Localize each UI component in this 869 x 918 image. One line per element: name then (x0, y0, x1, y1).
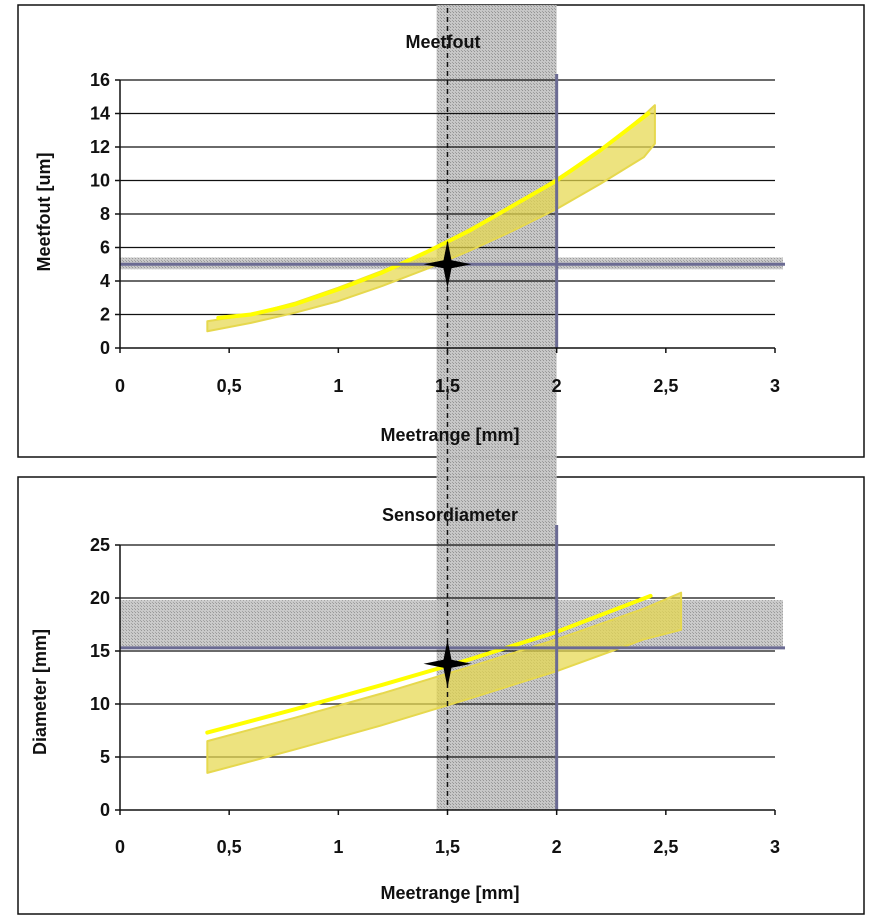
meetfout-y-tick-label: 6 (100, 238, 110, 258)
sensordiameter-x-tick-label: 0,5 (217, 837, 242, 857)
meetfout-y-tick-label: 2 (100, 305, 110, 325)
meetfout-y-tick-label: 4 (100, 271, 110, 291)
meetfout-operating-point-star (423, 240, 472, 289)
meetfout-title: Meetfout (406, 32, 481, 52)
meetfout-x-tick-label: 2 (552, 376, 562, 396)
sensordiameter-curve-line (205, 593, 653, 735)
meetfout-x-tick-label: 0 (115, 376, 125, 396)
meetfout-y-tick-label: 10 (90, 171, 110, 191)
meetfout-plot-area (120, 74, 785, 348)
sensordiameter-x-tick-label: 1,5 (435, 837, 460, 857)
sensordiameter-x-axis-title: Meetrange [mm] (380, 883, 519, 903)
sensordiameter-x-tick-label: 2 (552, 837, 562, 857)
sensordiameter-x-tick-label: 3 (770, 837, 780, 857)
sensordiameter-y-tick-label: 15 (90, 641, 110, 661)
sensordiameter-y-tick-label: 0 (100, 800, 110, 820)
sensordiameter-title: Sensordiameter (382, 505, 518, 525)
sensordiameter-horizontal-hatch-band (120, 600, 783, 648)
sensordiameter-x-tick-label: 1 (333, 837, 343, 857)
sensordiameter-tolerance-band (206, 591, 683, 774)
meetfout-y-tick-label: 0 (100, 338, 110, 358)
meetfout-x-tick-label: 3 (770, 376, 780, 396)
meetfout-y-tick-label: 8 (100, 204, 110, 224)
sensordiameter-operating-point-star (423, 639, 472, 688)
meetfout-y-tick-label: 12 (90, 137, 110, 157)
sensordiameter-y-tick-label: 20 (90, 588, 110, 608)
sensordiameter-y-axis-title: Diameter [mm] (30, 629, 50, 755)
sensordiameter-ref-hatch-layer (120, 600, 783, 648)
meetfout-x-tick-label: 1 (333, 376, 343, 396)
meetfout-x-tick-label: 2,5 (653, 376, 678, 396)
sensordiameter-x-tick-label: 0 (115, 837, 125, 857)
sensordiameter-y-tick-label: 10 (90, 694, 110, 714)
sensordiameter-y-tick-label: 5 (100, 747, 110, 767)
sensordiameter-y-tick-label: 25 (90, 535, 110, 555)
meetfout-x-tick-label: 0,5 (217, 376, 242, 396)
sensordiameter-x-tick-label: 2,5 (653, 837, 678, 857)
meetfout-y-tick-label: 16 (90, 70, 110, 90)
meetfout-x-axis-title: Meetrange [mm] (380, 425, 519, 445)
meetfout-y-tick-label: 14 (90, 104, 110, 124)
meetfout-y-axis-title: Meetfout [um] (34, 153, 54, 272)
meetfout-curve-line (216, 111, 651, 320)
sensordiameter-plot-area (120, 525, 785, 810)
operating-point-markers (423, 240, 472, 688)
